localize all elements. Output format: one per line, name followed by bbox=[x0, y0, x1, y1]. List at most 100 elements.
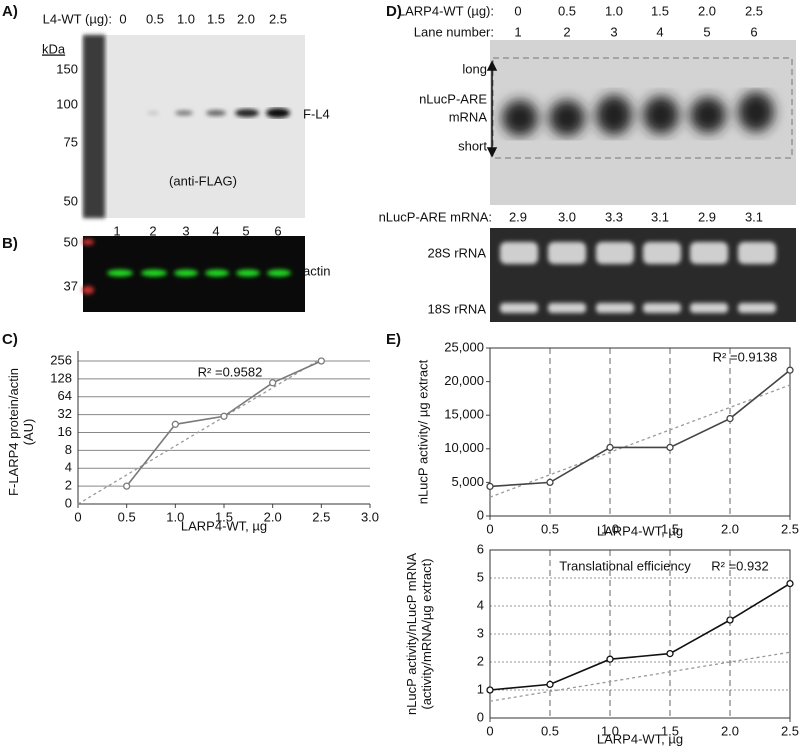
x-tick-label: 2.0 bbox=[721, 723, 739, 738]
mw-marker: 75 bbox=[64, 134, 78, 149]
x-axis-label: LARP4-WT, µg bbox=[181, 518, 267, 533]
annotation: R² =0.9138 bbox=[713, 349, 778, 364]
trendline bbox=[489, 651, 791, 702]
y-axis-label: F-LARP4 protein/actin bbox=[6, 368, 21, 496]
lane-amount: 1.0 bbox=[605, 3, 623, 18]
y-tick-label: 5,000 bbox=[451, 474, 484, 489]
size-label: long bbox=[462, 61, 487, 76]
lane-number: 6 bbox=[750, 24, 757, 39]
mw-marker: 100 bbox=[56, 96, 78, 111]
lane-amount: 2.5 bbox=[745, 3, 763, 18]
y-tick-label: 4 bbox=[65, 460, 72, 475]
x-tick-label: 0 bbox=[486, 521, 493, 536]
lane-number: 1 bbox=[514, 24, 521, 39]
x-tick-label: 2.5 bbox=[312, 509, 330, 524]
data-point bbox=[486, 482, 494, 491]
lane-amount: 2.0 bbox=[237, 11, 255, 26]
data-point bbox=[486, 686, 494, 694]
y-tick-label: 15,000 bbox=[444, 407, 484, 422]
annotation: R² =0.9582 bbox=[198, 364, 263, 379]
data-point bbox=[546, 680, 554, 689]
lane-number: 2 bbox=[563, 24, 570, 39]
y-tick-label: 2 bbox=[65, 478, 72, 493]
x-tick-label: 1.0 bbox=[166, 509, 184, 524]
data-point bbox=[666, 649, 674, 658]
blot-a bbox=[83, 35, 305, 218]
y-tick-label: 5 bbox=[477, 569, 484, 584]
data-point bbox=[786, 579, 794, 588]
quant-title: nLucP-ARE mRNA: bbox=[379, 209, 492, 224]
y-axis-label: nLucP activity/nLucP mRNA bbox=[404, 553, 419, 715]
mrna-quant: 3.1 bbox=[745, 209, 763, 224]
x-tick-label: 0 bbox=[486, 723, 493, 738]
band-label: F-L4 bbox=[303, 106, 330, 121]
lane-amount: 0 bbox=[119, 11, 126, 26]
data-line bbox=[126, 360, 322, 487]
data-point bbox=[546, 478, 554, 487]
panel-label: C) bbox=[2, 331, 18, 348]
x-tick-label: 0.5 bbox=[541, 521, 559, 536]
y-tick-label: 6 bbox=[477, 541, 484, 556]
rrna-label: 18S rRNA bbox=[427, 301, 486, 316]
lane-title: L4-WT (µg): bbox=[43, 11, 112, 26]
rrna-bands bbox=[500, 242, 776, 313]
y-tick-label: 32 bbox=[58, 406, 72, 421]
data-line bbox=[489, 582, 791, 691]
data-point bbox=[317, 357, 325, 365]
y-tick-label: 25,000 bbox=[444, 339, 484, 354]
mrna-quant: 2.9 bbox=[698, 209, 716, 224]
lane-number: 4 bbox=[656, 24, 663, 39]
lane-amount: 0 bbox=[514, 3, 521, 18]
lane-number: 2 bbox=[149, 223, 156, 238]
size-arrow bbox=[486, 60, 498, 158]
lane-number: 3 bbox=[182, 223, 189, 238]
lane-number: 6 bbox=[274, 223, 281, 238]
x-tick-label: 1.5 bbox=[215, 509, 233, 524]
panel-label: A) bbox=[2, 3, 18, 20]
x-tick-label: 2.5 bbox=[781, 723, 799, 738]
mw-unit: kDa bbox=[42, 41, 66, 56]
ladder bbox=[83, 35, 105, 218]
mw-marker: 50 bbox=[64, 234, 78, 249]
y-tick-label: 20,000 bbox=[444, 373, 484, 388]
data-point bbox=[606, 443, 614, 452]
mrna-quant: 3.3 bbox=[605, 209, 623, 224]
y-tick-label: 8 bbox=[65, 442, 72, 457]
lane-number: 5 bbox=[242, 223, 249, 238]
data-point bbox=[123, 482, 131, 490]
lane-amount: 1.5 bbox=[207, 11, 225, 26]
y-tick-label: 64 bbox=[58, 388, 72, 403]
y-tick-label: 3 bbox=[477, 625, 484, 640]
lane-amount: 2.0 bbox=[698, 3, 716, 18]
x-tick-label: 0.5 bbox=[541, 723, 559, 738]
trendline bbox=[77, 358, 322, 505]
lane-number: 3 bbox=[610, 24, 617, 39]
annotation: R² =0.932 bbox=[711, 558, 768, 573]
chart-title: Translational efficiency bbox=[559, 558, 691, 573]
x-axis-label: LARP4-WT, µg bbox=[597, 731, 683, 746]
antibody: (anti-FLAG) bbox=[169, 173, 237, 188]
bands-b bbox=[82, 239, 291, 294]
lane-amount: 0.5 bbox=[558, 3, 576, 18]
data-point bbox=[171, 420, 179, 428]
y-axis-label: nLucP activity/ µg extract bbox=[415, 359, 430, 504]
mw-marker: 50 bbox=[64, 193, 78, 208]
x-tick-label: 1.5 bbox=[661, 723, 679, 738]
data-point bbox=[666, 443, 674, 452]
mrna-quant: 3.1 bbox=[651, 209, 669, 224]
data-point bbox=[726, 616, 734, 624]
lane-number: 1 bbox=[113, 223, 120, 238]
data-point bbox=[269, 379, 277, 387]
y-tick-label: 128 bbox=[50, 370, 72, 385]
panel-label: B) bbox=[2, 235, 18, 252]
x-tick-label: 1.0 bbox=[601, 521, 619, 536]
mrna-quant: 3.0 bbox=[558, 209, 576, 224]
data-point bbox=[606, 655, 614, 663]
bands-a bbox=[147, 108, 290, 118]
data-point bbox=[726, 414, 734, 423]
lane-amount: 1.0 bbox=[177, 11, 195, 26]
x-tick-label: 2.0 bbox=[264, 509, 282, 524]
x-tick-label: 2.0 bbox=[721, 521, 739, 536]
plot-frame bbox=[489, 549, 791, 719]
lane-number: 4 bbox=[212, 223, 219, 238]
